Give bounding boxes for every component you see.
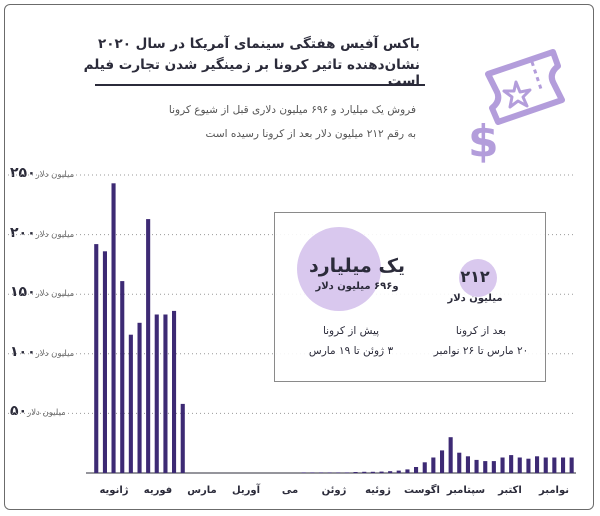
bar-week-46 [483,461,488,473]
before-note-label: پیش از کرونا [322,325,380,337]
bar-week-43 [457,452,462,473]
x-tick-label: مارس [187,485,217,496]
bar-week-8 [154,314,159,473]
bar-week-35 [388,471,393,473]
y-tick-label: میلیون دلار۱۵۰ [0,281,118,301]
bar-week-37 [405,469,410,473]
x-tick-label: اکتبر [498,485,522,496]
y-tick-unit: میلیون دلار [35,229,75,240]
chart-subtitle-line2: به رقم ۲۱۲ میلیون دلار بعد از کرونا رسید… [205,128,416,140]
bar-week-9 [163,314,168,473]
before-sub: و۶۹۶ میلیون دلار [315,281,399,292]
before-circle [297,227,381,311]
bar-week-48 [500,457,505,473]
x-tick-label: ژوئن [321,485,347,496]
bar-week-53 [543,457,548,473]
bar-week-27 [319,472,324,473]
x-tick-label: ژانویه [99,485,129,496]
x-tick-label: فوریه [143,485,173,496]
bar-week-55 [561,457,566,473]
bar-week-3 [111,183,116,474]
bar-week-51 [526,458,531,473]
y-tick-unit: میلیون دلار [35,348,75,359]
bar-week-34 [379,471,384,473]
x-tick-label: سپتامبر [446,485,486,496]
bar-week-32 [362,471,367,473]
title-underline [95,84,425,86]
bar-week-5 [128,334,133,473]
bar-week-31 [353,472,358,473]
bar-week-39 [422,462,427,473]
y-tick-unit: میلیون دلار [35,289,75,300]
bar-week-10 [172,310,177,473]
bar-week-38 [414,467,419,473]
after-note-dates: ۲۰ مارس تا ۲۶ نوامبر [433,345,529,357]
x-tick-label: اگوست [404,485,440,496]
y-tick-value: ۱۰۰ [10,343,36,360]
bar-week-7 [146,219,151,473]
bar-week-29 [336,472,341,473]
y-tick-value: ۲۵۰ [10,165,36,181]
y-tick-unit: میلیون دلار [27,408,66,419]
bar-week-36 [396,470,401,473]
x-tick-label: می [281,485,299,496]
before-note-dates: ۳ ژوئن تا ۱۹ مارس [308,345,394,357]
bar-week-11 [180,403,185,473]
y-tick-label: میلیون دلار۵۰ [0,400,118,420]
bar-week-52 [535,456,540,473]
bar-week-4 [120,281,125,473]
bar-week-40 [431,457,436,473]
bar-week-50 [517,457,522,473]
bar-week-47 [491,461,496,473]
y-tick-label: میلیون دلار۲۵۰ [0,162,118,181]
bar-week-6 [137,322,142,473]
y-tick-label: میلیون دلار۱۰۰ [0,341,118,360]
after-note-label: بعد از کرونا [455,325,507,337]
bar-week-54 [552,457,557,473]
after-sub: میلیون دلار [447,293,503,304]
bar-week-42 [448,437,453,473]
bar-week-28 [327,472,332,473]
after-circle [459,259,497,297]
chart-subtitle-line1: فروش یک میلیارد و ۶۹۶ میلیون دلاری قبل ا… [168,104,416,116]
y-tick-label: میلیون دلار۲۰۰ [0,222,118,241]
bar-week-33 [370,471,375,473]
y-tick-value: ۲۰۰ [10,224,36,241]
bar-week-1 [94,244,99,473]
bar-week-25 [301,472,306,473]
bar-week-44 [465,456,470,473]
x-tick-label: ژوئیه [365,485,391,496]
svg-text:$: $ [468,116,499,164]
bar-week-41 [440,450,445,473]
ticket-dollar-icon: $ [468,49,565,164]
bar-week-45 [474,459,479,473]
after-value: ۲۱۲ [460,267,490,286]
bar-week-26 [310,472,315,473]
bar-week-49 [509,455,514,473]
chart-title-line1: باکس آفیس هفتگی سینمای آمریکا در سال ۲۰۲… [97,36,420,52]
bar-week-30 [344,472,349,473]
x-tick-label: آوریل [231,485,261,496]
y-tick-value: ۵۰ [10,403,28,420]
y-tick-unit: میلیون دلار [35,170,75,180]
before-value: یک میلیارد [308,255,406,277]
bar-week-2 [102,251,107,473]
y-tick-value: ۱۵۰ [10,284,36,301]
comparison-box: یک میلیارد و۶۹۶ میلیون دلار پیش از کرونا… [274,212,546,382]
x-tick-label: نوامبر [539,485,569,496]
bar-week-56 [569,457,574,473]
